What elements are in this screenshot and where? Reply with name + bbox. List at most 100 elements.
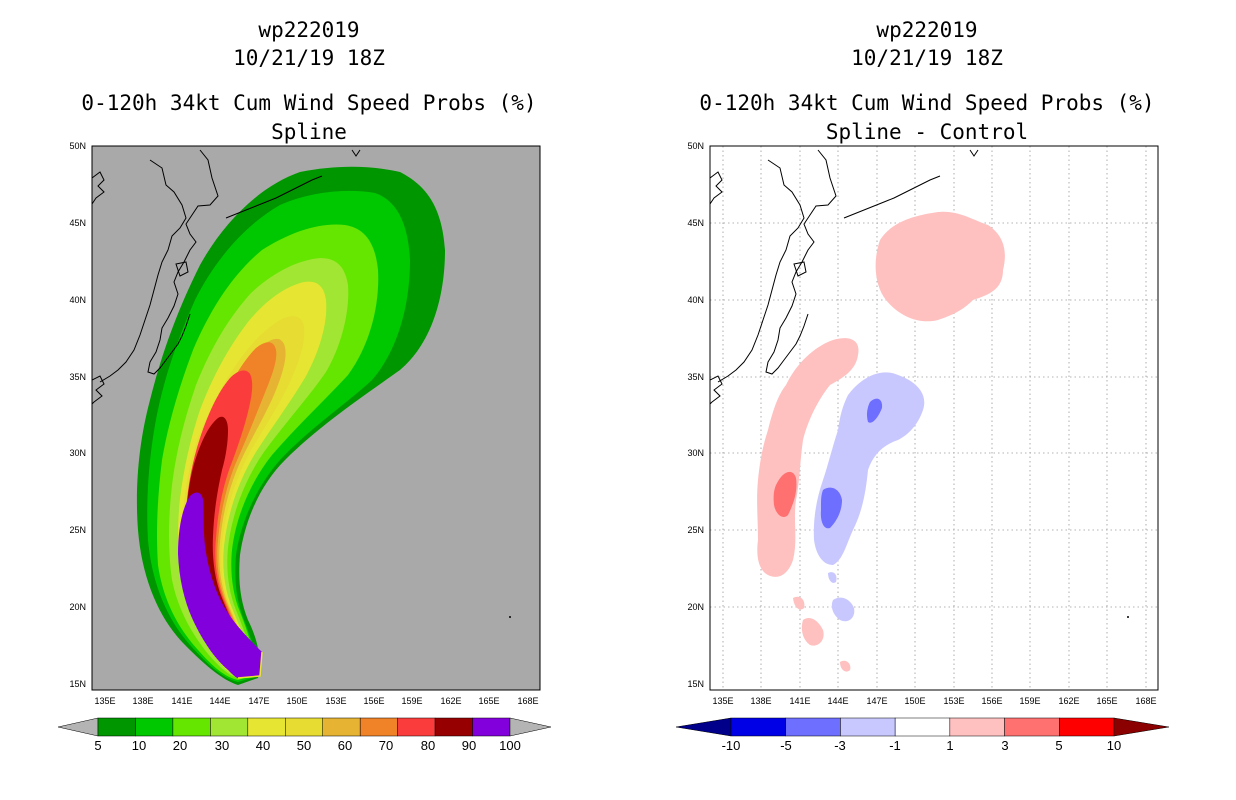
colorbar-end-right [1113, 717, 1170, 737]
lat-label: 45N [687, 218, 704, 228]
lat-label: 30N [687, 448, 704, 458]
colorbar-label: 10 [1107, 738, 1121, 753]
small-island [509, 616, 511, 618]
lat-label: 35N [687, 372, 704, 382]
colorbar-cell [285, 717, 323, 737]
subtitle: Spline [271, 120, 347, 144]
prob-band-100 [178, 492, 262, 678]
colorbar-label: -5 [780, 738, 792, 753]
colorbar-cell [434, 717, 473, 737]
colorbar-label: -10 [722, 738, 741, 753]
positive-diff-strong [773, 471, 797, 517]
lon-label: 144E [209, 696, 230, 706]
lon-label: 138E [132, 696, 153, 706]
lon-label: 168E [1135, 696, 1156, 706]
lon-label: 141E [171, 696, 192, 706]
map-svg: 50N 45N 40N 35N 30N 25N 20N 15N 135E 138… [57, 141, 552, 753]
negative-diff-strong [820, 398, 883, 529]
lon-label: 156E [363, 696, 384, 706]
lat-label: 20N [687, 602, 704, 612]
colorbar-cell [97, 717, 136, 737]
colorbar-label: -1 [889, 738, 901, 753]
colorbar-label: 20 [173, 738, 187, 753]
lon-label: 162E [440, 696, 461, 706]
negative-diff-light [813, 372, 925, 622]
lat-label: 45N [69, 218, 86, 228]
spline-panel: wp222019 10/21/19 18Z 0-120h 34kt Cum Wi… [57, 18, 552, 753]
lon-label: 159E [401, 696, 422, 706]
colorbar-label: 3 [1001, 738, 1008, 753]
lon-label: 135E [712, 696, 733, 706]
difference-panel: wp222019 10/21/19 18Z 0-120h 34kt Cum Wi… [618, 0, 1236, 800]
colorbar-cell [322, 717, 361, 737]
map-svg: 50N 45N 40N 35N 30N 25N 20N 15N 135E 138… [675, 141, 1170, 753]
colorbar [675, 717, 1170, 737]
product-title: 0-120h 34kt Cum Wind Speed Probs (%) [699, 91, 1155, 115]
colorbar [57, 717, 552, 737]
map-frame [91, 145, 541, 691]
colorbar-label: 50 [297, 738, 311, 753]
colorbar-label: 100 [499, 738, 521, 753]
lon-label: 138E [750, 696, 771, 706]
colorbar-cell [247, 717, 286, 737]
lon-label: 150E [904, 696, 925, 706]
lon-label: 135E [94, 696, 115, 706]
colorbar-label: 5 [1055, 738, 1062, 753]
lat-label: 25N [69, 525, 86, 535]
lat-label: 15N [69, 679, 86, 689]
lon-label: 144E [827, 696, 848, 706]
colorbar-cell [135, 717, 174, 737]
lat-label: 20N [69, 602, 86, 612]
colorbar-label: 10 [132, 738, 146, 753]
colorbar-cell [397, 717, 436, 737]
storm-id-title: wp222019 [876, 18, 978, 42]
colorbar-cell [172, 717, 211, 737]
product-title: 0-120h 34kt Cum Wind Speed Probs (%) [81, 91, 537, 115]
colorbar-label: 90 [462, 738, 476, 753]
lon-label: 156E [981, 696, 1002, 706]
colorbar-cell [840, 717, 896, 737]
track-highlight [237, 651, 263, 679]
colorbar-label: 1 [946, 738, 953, 753]
lon-label: 147E [248, 696, 269, 706]
colorbar-cell [730, 717, 786, 737]
lat-label: 25N [687, 525, 704, 535]
colorbar-label: 40 [256, 738, 270, 753]
colorbar-label: 30 [215, 738, 229, 753]
colorbar-cell [1004, 717, 1060, 737]
storm-id-title: wp222019 [258, 18, 360, 42]
small-island [1127, 616, 1129, 618]
coastlines [710, 149, 979, 405]
lon-label: 168E [517, 696, 538, 706]
lat-label: 15N [687, 679, 704, 689]
colorbar-cell [210, 717, 249, 737]
positive-diff-light [757, 211, 1005, 672]
colorbar-cell [949, 717, 1005, 737]
lon-label: 159E [1019, 696, 1040, 706]
lon-label: 153E [325, 696, 346, 706]
lon-label: 141E [789, 696, 810, 706]
coastlines [92, 149, 361, 405]
subtitle: Spline - Control [825, 120, 1029, 144]
lat-label: 40N [687, 295, 704, 305]
lon-label: 165E [478, 696, 499, 706]
datetime-title: 10/21/19 18Z [851, 46, 1003, 70]
colorbar-label: -3 [834, 738, 846, 753]
colorbar-label: 60 [338, 738, 352, 753]
lon-label: 165E [1096, 696, 1117, 706]
colorbar-end-right [509, 717, 552, 737]
lon-label: 147E [866, 696, 887, 706]
lon-label: 153E [943, 696, 964, 706]
lat-label: 40N [69, 295, 86, 305]
lat-label: 50N [687, 141, 704, 151]
colorbar-cell [785, 717, 841, 737]
lon-label: 150E [286, 696, 307, 706]
lat-label: 30N [69, 448, 86, 458]
colorbar-cell [472, 717, 511, 737]
lat-label: 35N [69, 372, 86, 382]
lon-label: 162E [1058, 696, 1079, 706]
lat-label: 50N [69, 141, 86, 151]
colorbar-cell [359, 717, 398, 737]
colorbar-end-left [675, 717, 732, 737]
colorbar-label: 80 [421, 738, 435, 753]
